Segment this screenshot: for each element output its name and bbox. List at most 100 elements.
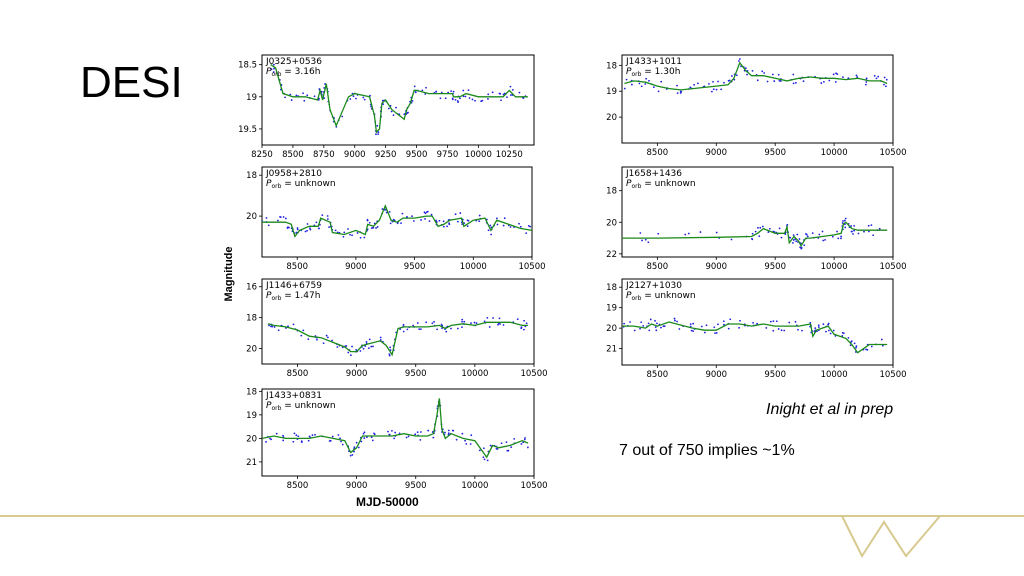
data-point [881,344,884,347]
data-point [366,436,368,439]
series-group [622,317,888,354]
period-subscript: orb [631,183,641,190]
data-point [832,329,835,332]
data-point [805,233,808,236]
data-point [856,76,859,78]
data-point [428,220,431,223]
data-point [357,446,360,449]
data-point [450,90,453,92]
data-point [435,90,438,93]
period-symbol: P [626,67,632,77]
data-point [662,325,665,328]
data-point [506,96,508,99]
data-point [529,225,532,228]
data-point [794,81,797,84]
data-point [343,231,346,234]
data-point [759,226,762,229]
data-point [738,60,740,62]
data-point [657,90,660,93]
x-tick-label: 8250 [251,150,273,160]
data-point [847,336,850,339]
data-point [306,223,309,225]
data-point [388,353,391,356]
x-tick-label: 9000 [346,369,368,379]
data-point [692,322,695,325]
data-point [419,431,422,433]
period-symbol: P [266,401,272,411]
data-point [640,85,643,88]
data-point [788,321,791,324]
data-point [817,326,820,329]
data-point [834,81,837,83]
data-point [316,338,318,341]
data-point [265,440,267,443]
data-point [416,322,419,324]
data-point [463,320,466,323]
data-point [758,235,761,238]
data-point [442,220,445,223]
data-point [466,225,469,228]
data-point [700,325,703,328]
series-line [622,321,888,354]
data-point [849,344,852,347]
data-point [272,63,275,66]
period-symbol: P [266,67,272,77]
data-point [459,212,462,214]
data-point [424,218,426,220]
series-line [262,204,532,238]
data-point [509,226,512,228]
data-point [262,219,263,222]
data-point [395,106,397,109]
data-point [478,214,481,217]
data-point [483,447,485,450]
data-point [487,93,490,96]
data-point [342,235,345,238]
data-point [461,320,463,323]
data-point [461,318,464,321]
data-point [370,436,373,439]
data-point [279,216,282,219]
orbital-period-label: Porb = unknown [626,291,696,302]
data-point [744,67,747,70]
data-point [444,97,447,100]
data-point [825,330,827,333]
data-point [402,323,405,326]
x-tick-label: 10500 [879,148,906,158]
data-point [509,94,512,96]
y-tick-label: 20 [606,324,617,334]
data-point [391,429,393,432]
data-point [387,107,390,110]
y-tick-label: 19 [246,93,257,103]
data-point [751,238,754,241]
data-point [318,227,320,230]
x-tick-label: 9000 [705,262,727,272]
period-symbol: P [266,291,272,301]
x-tick-label: 9500 [405,481,427,491]
data-point [715,88,718,91]
data-point [779,80,782,82]
data-point [486,459,489,462]
data-point [623,322,626,325]
data-point [789,236,792,239]
data-point [454,98,457,101]
data-point [326,218,329,220]
data-point [798,238,801,240]
data-point [370,227,373,230]
x-tick-label: 8750 [313,150,335,160]
data-point [372,345,374,348]
data-point [402,330,405,333]
data-point [377,133,380,136]
data-point [811,232,814,235]
data-point [392,114,395,117]
x-tick-label: 9500 [764,148,786,158]
plot-frame [261,278,535,365]
data-point [362,432,365,435]
data-point [829,332,832,335]
x-tick-label: 10500 [879,370,906,380]
data-point [337,434,340,436]
data-point [360,440,363,443]
data-point [817,324,820,327]
period-symbol: P [626,179,632,189]
data-point [420,328,422,331]
data-point [273,67,275,70]
